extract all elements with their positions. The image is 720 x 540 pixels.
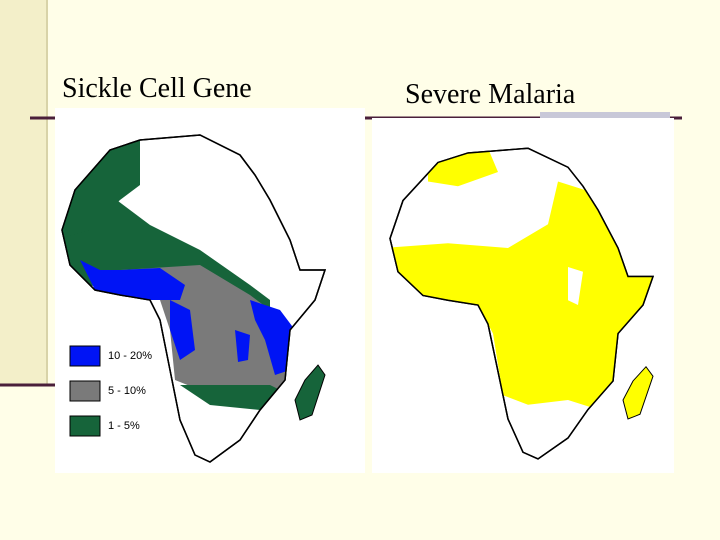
legend-label: 1 - 5% bbox=[108, 420, 140, 432]
legend-label: 5 - 10% bbox=[108, 385, 146, 397]
legend-label: 10 - 20% bbox=[108, 350, 152, 362]
right-title: Severe Malaria bbox=[405, 79, 576, 110]
side-strip bbox=[0, 0, 47, 385]
rule-accent bbox=[540, 112, 670, 120]
left-title: Sickle Cell Gene bbox=[62, 73, 252, 104]
malaria-map bbox=[372, 118, 674, 473]
sickle-cell-map: 10 - 20% 5 - 10% 1 - 5% bbox=[55, 108, 365, 473]
